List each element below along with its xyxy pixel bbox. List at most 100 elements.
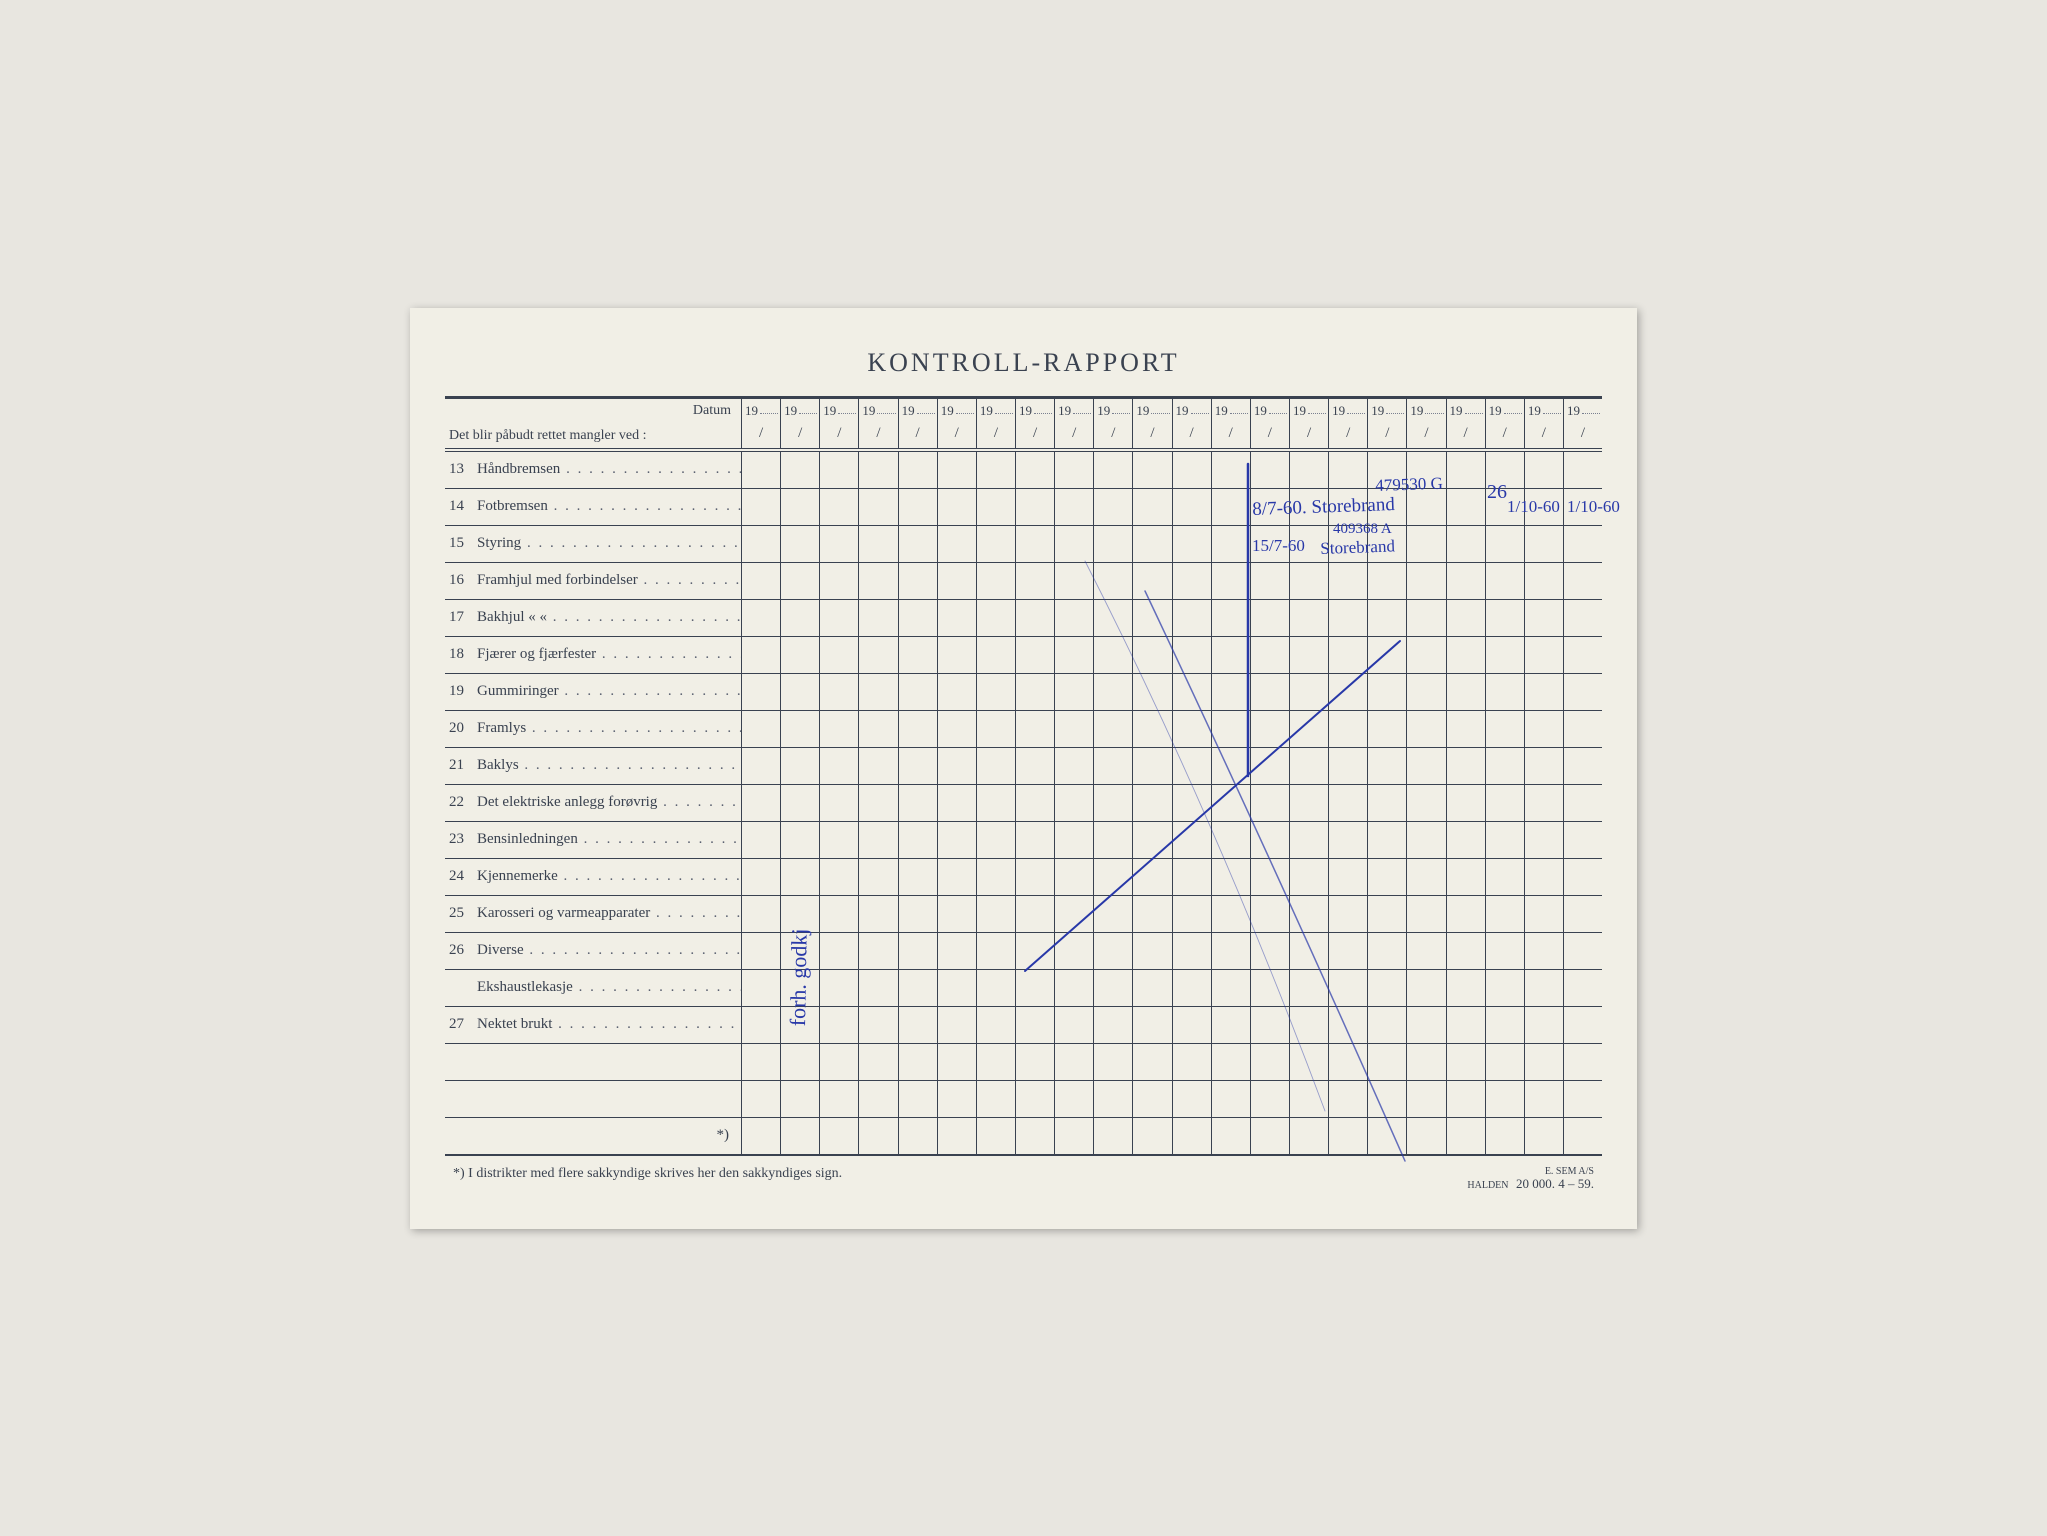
table-cell (781, 970, 820, 1006)
table-cell (1212, 970, 1251, 1006)
table-cell (899, 1044, 938, 1080)
table-cell (1094, 1044, 1133, 1080)
table-cell (859, 1081, 898, 1117)
table-cell (1133, 785, 1172, 821)
table-cell (1212, 859, 1251, 895)
table-cell (1486, 748, 1525, 784)
table-cell (1055, 526, 1094, 562)
table-cell (1329, 785, 1368, 821)
table-cell (1564, 933, 1602, 969)
table-cell (1173, 452, 1212, 488)
table-cell (1329, 452, 1368, 488)
table-cell (1016, 896, 1055, 932)
table-cell (938, 563, 977, 599)
table-cell (1173, 674, 1212, 710)
table-cell (1212, 674, 1251, 710)
table-cell (1329, 822, 1368, 858)
table-cell (820, 711, 859, 747)
table-cell (977, 970, 1016, 1006)
year-prefix: 19 (862, 403, 875, 419)
datum-label: Datum (693, 403, 731, 419)
table-cell (938, 1007, 977, 1043)
table-cell (1133, 748, 1172, 784)
table-cell (1564, 1007, 1602, 1043)
table-cell (742, 563, 781, 599)
table-cell (1094, 970, 1133, 1006)
table-cell (1486, 637, 1525, 673)
row-number: 20 (449, 720, 477, 737)
table-cell (859, 748, 898, 784)
table-cell (1368, 526, 1407, 562)
date-column: 19/ (1368, 399, 1407, 448)
table-cell (1407, 674, 1446, 710)
table-cell (977, 637, 1016, 673)
table-cell (1133, 1007, 1172, 1043)
date-column: 19/ (1447, 399, 1486, 448)
footnote-row: *) I distrikter med flere sakkyndige skr… (445, 1156, 1602, 1191)
table-cell (820, 489, 859, 525)
table-cell (859, 563, 898, 599)
table-cell (938, 970, 977, 1006)
table-cell (1564, 785, 1602, 821)
table-cell (1447, 1044, 1486, 1080)
date-column: 19/ (899, 399, 938, 448)
table-cell (1133, 859, 1172, 895)
table-cell (977, 748, 1016, 784)
slash: / (1424, 425, 1428, 442)
table-cell (1564, 1081, 1602, 1117)
table-cell (938, 711, 977, 747)
table-cell (1447, 452, 1486, 488)
table-cell (859, 859, 898, 895)
table-cell (1525, 896, 1564, 932)
table-cell (1525, 859, 1564, 895)
row-number: 26 (449, 942, 477, 959)
table-cell (1329, 970, 1368, 1006)
table-cell (938, 748, 977, 784)
table-cell (1447, 711, 1486, 747)
table-cell (1055, 489, 1094, 525)
table-cell (1016, 1007, 1055, 1043)
year-prefix: 19 (980, 403, 993, 419)
header-row: Datum Det blir påbudt rettet mangler ved… (445, 396, 1602, 452)
table-cell (1094, 674, 1133, 710)
table-cell (1133, 600, 1172, 636)
date-column: 19/ (1564, 399, 1602, 448)
table-cell (1564, 896, 1602, 932)
table-cell (1486, 822, 1525, 858)
table-cell (1447, 896, 1486, 932)
table-cell (781, 1118, 820, 1154)
table-cell (1133, 711, 1172, 747)
table-cell (1486, 933, 1525, 969)
table-cell (1290, 674, 1329, 710)
table-cell (1133, 452, 1172, 488)
table-cell (1407, 1081, 1446, 1117)
row-number: 13 (449, 461, 477, 478)
table-cell (1329, 489, 1368, 525)
table-cell (1525, 711, 1564, 747)
table-row (742, 896, 1602, 933)
table-cell (1212, 933, 1251, 969)
table-cell (1407, 748, 1446, 784)
table-cell (1564, 711, 1602, 747)
table-cell (899, 933, 938, 969)
table-cell (1173, 748, 1212, 784)
table-cell (1212, 822, 1251, 858)
table-cell (1133, 1044, 1172, 1080)
table-cell (1407, 785, 1446, 821)
table-cell (1290, 600, 1329, 636)
table-cell (1055, 637, 1094, 673)
table-cell (1055, 748, 1094, 784)
table-cell (1251, 674, 1290, 710)
table-cell (859, 637, 898, 673)
table-cell (1212, 785, 1251, 821)
table-cell (1016, 600, 1055, 636)
table-cell (1368, 822, 1407, 858)
row-label: 13Håndbremsen (445, 452, 741, 489)
table-cell (1486, 1081, 1525, 1117)
table-cell (938, 600, 977, 636)
table-cell (1407, 600, 1446, 636)
table-cell (1486, 859, 1525, 895)
table-cell (1368, 563, 1407, 599)
table-cell (1368, 452, 1407, 488)
date-column: 19/ (1290, 399, 1329, 448)
